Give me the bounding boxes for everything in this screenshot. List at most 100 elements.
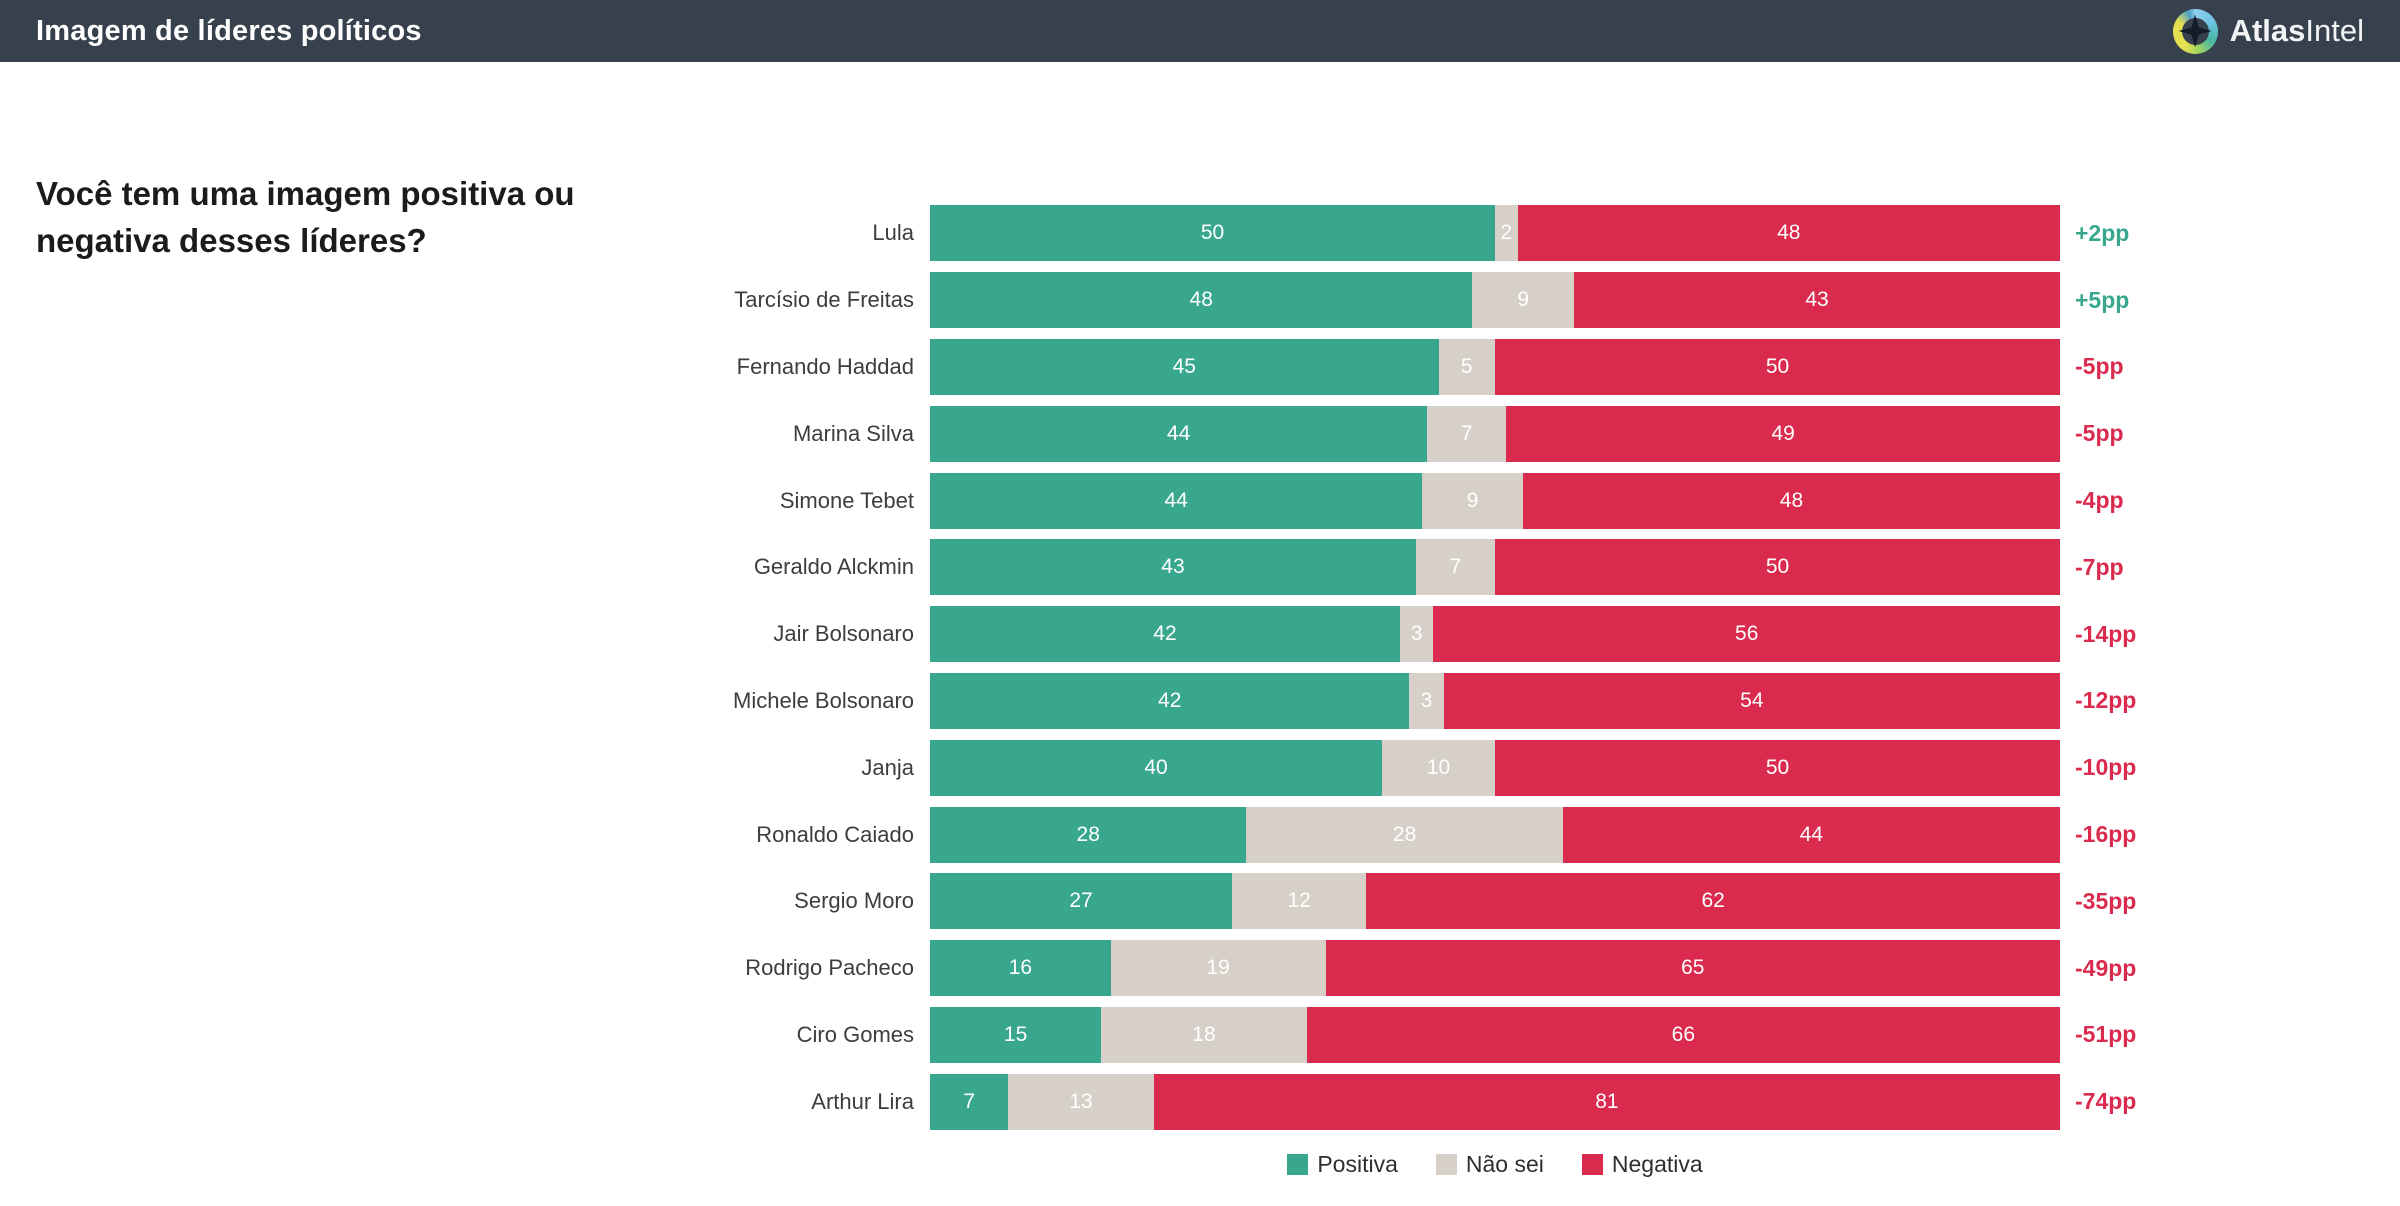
diff-label: -5pp — [2075, 353, 2124, 380]
diff-label: -16pp — [2075, 821, 2137, 848]
segment-value: 49 — [1771, 421, 1795, 445]
bar-segment-positive: 43 — [930, 539, 1416, 596]
bar-segment-negative: 48 — [1522, 472, 2060, 529]
segment-value: 50 — [1765, 555, 1790, 579]
chart-row: Sergio Moro 27 12 62 -35pp — [0, 868, 2400, 935]
segment-value: 65 — [1681, 956, 1705, 980]
diff-label: -7pp — [2075, 553, 2124, 580]
diff-label: -5pp — [2075, 420, 2124, 447]
segment-value: 28 — [1076, 822, 1100, 846]
chart-row: Marina Silva 44 7 49 -5pp — [0, 400, 2400, 467]
bar-segment-neutral: 9 — [1472, 272, 1575, 329]
stacked-bar: 15 18 66 — [930, 1006, 2060, 1063]
bar-segment-neutral: 2 — [1495, 205, 1518, 262]
bar-segment-positive: 50 — [930, 205, 1495, 262]
segment-value: 7 — [1449, 555, 1462, 579]
segment-value: 43 — [1805, 288, 1829, 312]
brand-wordmark: AtlasIntel — [2230, 13, 2364, 49]
stacked-bar: 42 3 54 — [930, 672, 2060, 729]
legend-item-neutral: Não sei — [1435, 1151, 1544, 1178]
legend-swatch-negative — [1581, 1153, 1603, 1175]
diff-label: -49pp — [2075, 954, 2137, 981]
stacked-bar: 27 12 62 — [930, 873, 2060, 930]
segment-value: 12 — [1287, 889, 1311, 913]
stacked-bar: 42 3 56 — [930, 606, 2060, 663]
bar-segment-neutral: 10 — [1382, 739, 1495, 796]
diff-label: -35pp — [2075, 887, 2137, 914]
bar-segment-negative: 54 — [1443, 672, 2060, 729]
segment-value: 54 — [1740, 688, 1764, 712]
segment-value: 44 — [1164, 488, 1188, 512]
bar-segment-positive: 15 — [930, 1006, 1102, 1063]
bar-segment-negative: 65 — [1325, 940, 2060, 997]
diff-label: -51pp — [2075, 1021, 2137, 1048]
legend-swatch-neutral — [1435, 1153, 1457, 1175]
chart-legend: Positiva Não sei Negativa — [930, 1147, 2060, 1181]
chart-row: Michele Bolsonaro 42 3 54 -12pp — [0, 668, 2400, 735]
segment-value: 44 — [1799, 822, 1824, 846]
legend-label: Positiva — [1317, 1150, 1398, 1177]
bar-segment-positive: 42 — [930, 606, 1400, 663]
segment-value: 48 — [1779, 488, 1804, 512]
diff-label: +5pp — [2075, 286, 2130, 313]
bar-segment-neutral: 9 — [1422, 472, 1523, 529]
row-label: Lula — [872, 220, 914, 246]
stacked-bar: 45 5 50 — [930, 338, 2060, 395]
segment-value: 2 — [1500, 221, 1513, 245]
bar-segment-neutral: 3 — [1409, 672, 1444, 729]
bar-segment-negative: 81 — [1153, 1073, 2060, 1130]
segment-value: 62 — [1701, 889, 1725, 913]
bar-segment-negative: 48 — [1517, 205, 2060, 262]
row-label: Marina Silva — [792, 420, 914, 446]
segment-value: 42 — [1158, 688, 1182, 712]
chart-row: Ciro Gomes 15 18 66 -51pp — [0, 1002, 2400, 1069]
diff-label: -4pp — [2075, 487, 2124, 514]
segment-value: 16 — [1008, 956, 1033, 980]
row-label: Jair Bolsonaro — [773, 621, 914, 647]
row-label: Michele Bolsonaro — [733, 687, 914, 713]
bar-segment-neutral: 7 — [1415, 539, 1495, 596]
bar-segment-neutral: 28 — [1246, 806, 1563, 863]
bar-segment-neutral: 19 — [1110, 940, 1326, 997]
stacked-bar: 50 2 48 — [930, 205, 2060, 262]
bar-segment-positive: 45 — [930, 338, 1439, 395]
stacked-bar: 48 9 43 — [930, 272, 2061, 329]
segment-value: 10 — [1426, 755, 1451, 779]
bar-segment-negative: 62 — [1366, 873, 2060, 930]
bar-segment-negative: 50 — [1495, 539, 2060, 596]
chart-row: Tarcísio de Freitas 48 9 43 +5pp — [0, 267, 2400, 334]
stacked-bar-chart: Lula 50 2 48 +2pp Tarcísio de Freitas 48 9 43 +5p… — [0, 200, 2400, 1135]
row-label: Geraldo Alckmin — [753, 554, 914, 580]
row-label: Tarcísio de Freitas — [734, 287, 914, 313]
bar-segment-positive: 7 — [930, 1073, 1009, 1130]
segment-value: 81 — [1595, 1089, 1619, 1113]
diff-label: -10pp — [2075, 754, 2137, 781]
segment-value: 7 — [1460, 421, 1473, 445]
atlasintel-brand: AtlasIntel — [2172, 8, 2364, 54]
segment-value: 45 — [1172, 354, 1196, 378]
bar-segment-neutral: 3 — [1399, 606, 1434, 663]
diff-label: -12pp — [2075, 687, 2137, 714]
bar-segment-neutral: 5 — [1438, 338, 1495, 395]
segment-value: 48 — [1189, 288, 1213, 312]
stacked-bar: 40 10 50 — [930, 739, 2060, 796]
segment-value: 27 — [1069, 889, 1093, 913]
brand-intel: Intel — [2305, 13, 2364, 48]
diff-label: -74pp — [2075, 1088, 2137, 1115]
segment-value: 48 — [1777, 221, 1801, 245]
chart-row: Simone Tebet 44 9 48 -4pp — [0, 467, 2400, 534]
row-label: Rodrigo Pacheco — [745, 955, 914, 981]
bar-segment-positive: 42 — [930, 672, 1410, 729]
bar-segment-positive: 16 — [930, 940, 1111, 997]
bar-segment-negative: 49 — [1506, 405, 2060, 462]
bar-segment-positive: 48 — [930, 272, 1473, 329]
bar-segment-neutral: 18 — [1101, 1006, 1307, 1063]
survey-question: Você tem uma imagem positiva ou negativa… — [36, 175, 575, 259]
legend-item-positive: Positiva — [1287, 1151, 1398, 1178]
bar-segment-negative: 50 — [1495, 338, 2060, 395]
segment-value: 43 — [1161, 555, 1185, 579]
app-header: Imagem de líderes políticos AtlasIntel — [0, 0, 2400, 62]
segment-value: 40 — [1144, 755, 1168, 779]
segment-value: 3 — [1420, 688, 1433, 712]
segment-value: 56 — [1735, 622, 1759, 646]
